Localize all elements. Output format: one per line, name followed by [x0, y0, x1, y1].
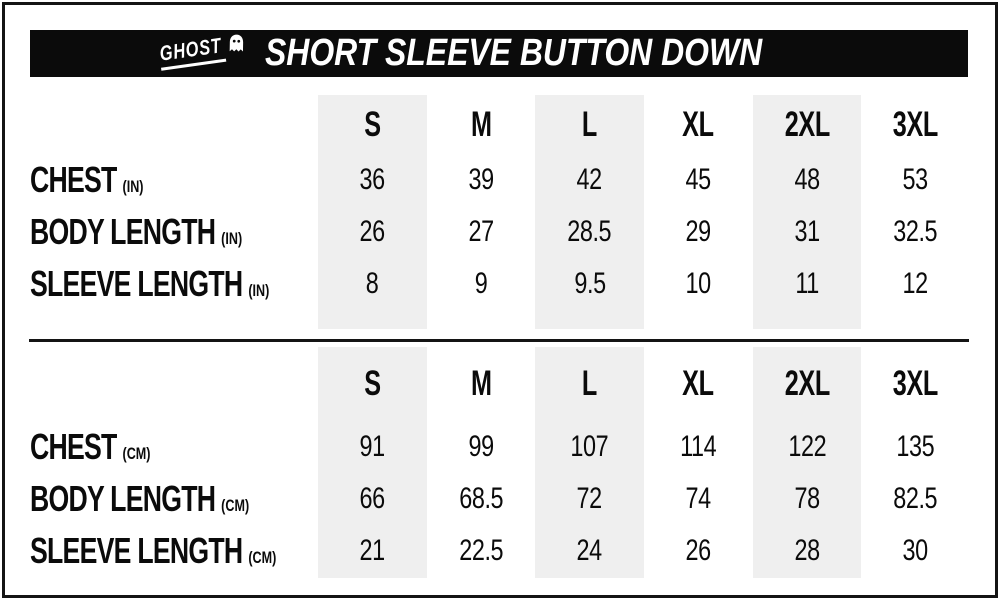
size-value-cell: 11 — [795, 267, 819, 300]
size-value-cell: 36 — [359, 163, 386, 196]
size-column-header: L — [582, 104, 598, 144]
size-column-header: 3XL — [893, 104, 939, 144]
size-value-cell: 99 — [468, 430, 494, 463]
size-column-header: 3XL — [893, 364, 939, 403]
header-bar: GHOST SHORT SLEEVE BUTTON DOWN — [30, 30, 968, 77]
size-value-cell: 28.5 — [567, 215, 612, 248]
size-value-cell: 31 — [794, 215, 820, 248]
size-value-cell: 42 — [577, 163, 603, 196]
size-value-cell: 74 — [685, 482, 712, 515]
unit-label: (CM) — [248, 548, 277, 567]
size-column-header: S — [364, 364, 381, 403]
ghost-logo: GHOST — [139, 30, 249, 73]
size-column-header: 2XL — [784, 364, 830, 403]
size-value-cell: 45 — [685, 163, 712, 196]
unit-label: (IN) — [248, 281, 270, 300]
size-value-cell: 91 — [359, 430, 386, 463]
corner-cell — [30, 347, 318, 421]
size-value-cell: 26 — [359, 215, 386, 248]
size-value-cell: 30 — [903, 534, 929, 567]
ghost-icon — [229, 34, 243, 52]
size-value-cell: 9.5 — [573, 267, 606, 300]
size-value-cell: 24 — [577, 534, 603, 567]
size-value-cell: 10 — [685, 267, 712, 300]
unit-label: (CM) — [122, 444, 151, 463]
size-column-header: M — [470, 364, 492, 403]
row-label-chest-in: CHEST (IN) — [30, 159, 144, 200]
size-value-cell: 21 — [359, 534, 386, 567]
row-label-sleeve-length-in: SLEEVE LENGTH (IN) — [30, 263, 270, 304]
unit-label: (CM) — [221, 496, 250, 515]
ghost-logo-text: GHOST — [157, 33, 226, 71]
row-label-sleeve-length-cm: SLEEVE LENGTH (CM) — [30, 530, 277, 571]
size-column-header: 2XL — [784, 104, 830, 144]
size-value-cell: 8 — [366, 267, 379, 300]
size-value-cell: 48 — [794, 163, 820, 196]
size-value-cell: 114 — [680, 430, 717, 463]
size-column-header: M — [470, 104, 492, 144]
size-column-header: XL — [682, 364, 715, 403]
size-value-cell: 28 — [794, 534, 820, 567]
size-table-centimeters: S M L XL 2XL 3XL CHEST (CM) 91 99 107 114… — [30, 347, 970, 578]
size-column-header: L — [582, 364, 598, 403]
row-label-body-length-in: BODY LENGTH (IN) — [30, 211, 243, 252]
size-value-cell: 107 — [570, 430, 609, 463]
column-stripe — [752, 95, 862, 329]
size-value-cell: 53 — [903, 163, 929, 196]
size-column-header: XL — [682, 104, 715, 144]
page-title: SHORT SLEEVE BUTTON DOWN — [265, 32, 763, 74]
size-value-cell: 26 — [685, 534, 712, 567]
column-stripe — [752, 347, 862, 578]
size-value-cell: 72 — [577, 482, 603, 515]
row-label-body-length-cm: BODY LENGTH (CM) — [30, 478, 250, 519]
row-label-chest-cm: CHEST (CM) — [30, 426, 151, 467]
corner-cell — [30, 95, 318, 154]
size-value-cell: 135 — [896, 430, 935, 463]
column-stripe — [318, 95, 427, 329]
size-column-header: S — [364, 104, 381, 144]
column-stripe — [535, 347, 644, 578]
size-value-cell: 68.5 — [458, 482, 503, 515]
size-table-inches: S M L XL 2XL 3XL CHEST (IN) 36 39 42 45 4… — [30, 95, 970, 329]
size-value-cell: 39 — [468, 163, 494, 196]
column-stripe — [318, 347, 427, 578]
size-value-cell: 12 — [903, 267, 929, 300]
unit-label: (IN) — [221, 229, 243, 248]
section-divider — [29, 339, 969, 342]
size-value-cell: 22.5 — [458, 534, 503, 567]
size-value-cell: 78 — [794, 482, 820, 515]
size-value-cell: 66 — [359, 482, 386, 515]
size-value-cell: 29 — [685, 215, 712, 248]
column-stripe — [535, 95, 644, 329]
size-value-cell: 122 — [788, 430, 826, 463]
size-value-cell: 32.5 — [893, 215, 938, 248]
size-value-cell: 27 — [468, 215, 494, 248]
size-value-cell: 82.5 — [893, 482, 938, 515]
unit-label: (IN) — [122, 177, 144, 196]
size-value-cell: 9 — [474, 267, 488, 300]
